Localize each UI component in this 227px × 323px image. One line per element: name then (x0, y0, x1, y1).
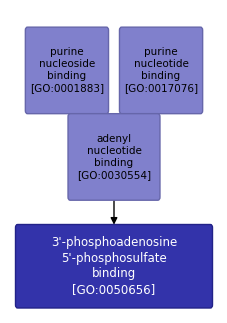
Text: purine
nucleoside
binding
[GO:0001883]: purine nucleoside binding [GO:0001883] (30, 47, 104, 93)
FancyBboxPatch shape (119, 27, 202, 114)
FancyBboxPatch shape (68, 114, 159, 200)
Text: adenyl
nucleotide
binding
[GO:0030554]: adenyl nucleotide binding [GO:0030554] (76, 134, 151, 180)
FancyBboxPatch shape (15, 224, 212, 308)
FancyBboxPatch shape (25, 27, 108, 114)
Text: 3'-phosphoadenosine
5'-phosphosulfate
binding
[GO:0050656]: 3'-phosphoadenosine 5'-phosphosulfate bi… (51, 236, 176, 296)
Text: purine
nucleotide
binding
[GO:0017076]: purine nucleotide binding [GO:0017076] (123, 47, 197, 93)
